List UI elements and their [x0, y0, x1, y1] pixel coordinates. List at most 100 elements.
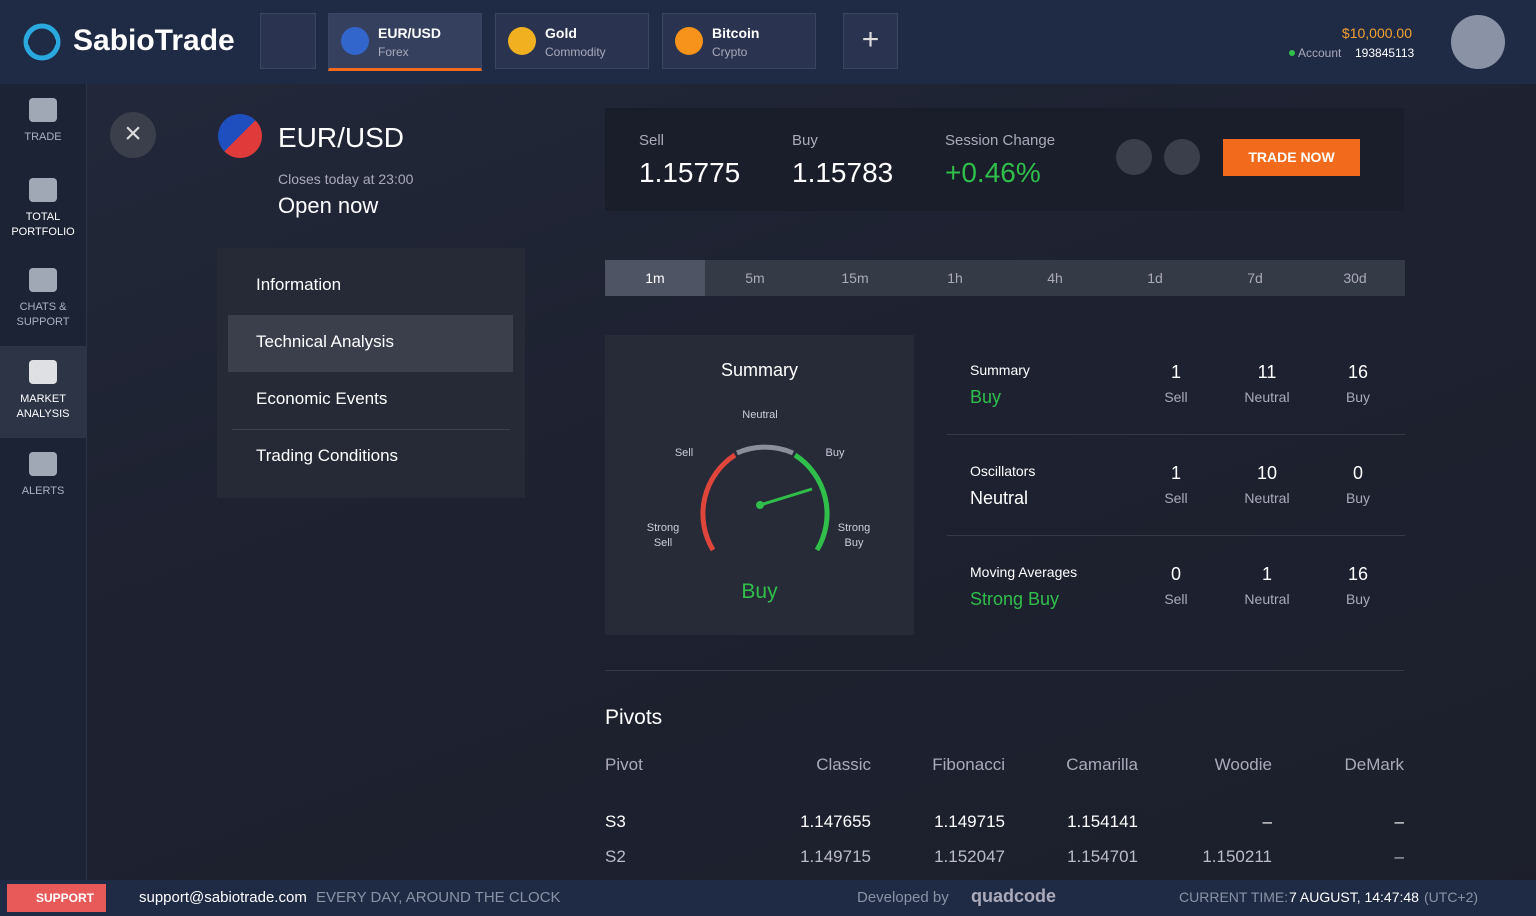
tab-subtitle: Crypto: [712, 45, 748, 59]
timeframe[interactable]: 1h: [947, 270, 963, 286]
menu-item[interactable]: Technical Analysis: [256, 332, 394, 351]
pivot-cell: 1.154141: [1067, 812, 1138, 831]
closes-text: Closes today at 23:00: [278, 171, 414, 187]
count-value: 10: [1256, 463, 1278, 483]
pivot-header: Pivot: [605, 755, 643, 774]
asset-name: EUR/USD: [278, 122, 405, 153]
count-label: Buy: [1345, 591, 1371, 607]
gauge-title: Summary: [720, 360, 798, 380]
quote-value: 1.15775: [639, 157, 741, 188]
sidebar-label: CHATS & SUPPORT: [16, 301, 70, 328]
add-tab[interactable]: +: [843, 13, 898, 69]
pivot-cell: S2: [605, 847, 626, 866]
count-value: 16: [1347, 362, 1369, 382]
time-label: CURRENT TIME:: [1179, 889, 1289, 905]
account-label: Account: [1298, 46, 1342, 60]
developed-by: Developed by: [857, 889, 949, 906]
timeframe[interactable]: 15m: [841, 270, 869, 286]
sidebar-label: ALERTS: [21, 485, 65, 497]
menu-selected: [228, 315, 513, 372]
count-value: 1: [1170, 463, 1181, 483]
gauge-label: Buy: [825, 447, 845, 459]
pivot-cell: 1.154701: [1067, 847, 1138, 866]
logo-icon: [23, 23, 61, 61]
count-label: Neutral: [1244, 389, 1290, 405]
row-name: Summary: [970, 362, 1030, 378]
pivot-cell: 1.149715: [934, 812, 1005, 831]
gauge-label: Strong Buy: [837, 522, 871, 549]
divider: [232, 429, 510, 430]
sidebar-item[interactable]: [0, 84, 86, 164]
trade-now-button[interactable]: TRADE NOW: [1223, 139, 1360, 176]
sidebar-label: MARKET ANALYSIS: [16, 393, 70, 420]
status-dot: [1289, 50, 1295, 56]
tab-icon: [341, 27, 369, 55]
tab-subtitle: Forex: [378, 45, 409, 59]
timeframe[interactable]: 7d: [1247, 270, 1263, 286]
developer-brand: quadcode: [971, 886, 1057, 906]
tab-icon: [675, 27, 703, 55]
close-button[interactable]: ×: [110, 112, 156, 158]
pivots-title: Pivots: [605, 706, 663, 729]
gauge-result: Buy: [741, 580, 778, 603]
row-verdict: Buy: [970, 387, 1002, 407]
tab-title: Gold: [545, 25, 577, 41]
quote-label: Buy: [792, 132, 818, 149]
gauge: [700, 444, 830, 552]
timeframe[interactable]: 30d: [1343, 270, 1367, 286]
avatar[interactable]: [1451, 15, 1505, 69]
asset-status: Open now: [278, 193, 379, 218]
grid-button[interactable]: [260, 13, 316, 69]
timeframe[interactable]: 5m: [745, 270, 765, 286]
alert-button[interactable]: [1116, 139, 1152, 175]
sidebar-label: TOTAL PORTFOLIO: [11, 211, 75, 238]
count-label: Neutral: [1244, 591, 1290, 607]
quote-value: 1.15783: [792, 157, 894, 188]
pivot-cell: –: [1394, 812, 1404, 831]
sidebar-icon: [29, 452, 57, 476]
pivot-cell: 1.150211: [1202, 847, 1272, 866]
menu-item[interactable]: Trading Conditions: [256, 446, 399, 465]
pivot-header: Woodie: [1214, 755, 1272, 774]
sidebar-icon: [29, 268, 57, 292]
sidebar-icon: [29, 178, 57, 202]
tab-title: EUR/USD: [378, 25, 442, 41]
pivot-cell: S3: [605, 812, 626, 831]
support-button[interactable]: SUPPORT: [7, 884, 106, 912]
current-time: 7 AUGUST, 14:47:48: [1289, 889, 1419, 905]
pivot-cell: –: [1262, 812, 1272, 831]
tab-icon: [508, 27, 536, 55]
support-email[interactable]: support@sabiotrade.com: [139, 889, 307, 906]
count-label: Sell: [1164, 490, 1188, 506]
count-label: Sell: [1164, 591, 1188, 607]
quote-label: Session Change: [945, 132, 1056, 149]
timeframe[interactable]: 1m: [605, 260, 705, 296]
sidebar-icon: [29, 98, 57, 122]
quote-value: +0.46%: [945, 157, 1041, 188]
menu-item[interactable]: Economic Events: [256, 389, 388, 408]
sidebar-item[interactable]: [0, 438, 86, 518]
count-label: Neutral: [1244, 490, 1290, 506]
gauge-label: Neutral: [742, 409, 778, 421]
row-verdict: Strong Buy: [970, 589, 1060, 609]
divider: [947, 434, 1405, 435]
timeframe-bar: [605, 260, 1405, 296]
gauge-label: Strong Sell: [646, 522, 680, 549]
timeframe[interactable]: 1d: [1147, 270, 1163, 286]
pivot-header: Fibonacci: [932, 755, 1005, 774]
footer-bar: [0, 880, 1536, 916]
count-label: Buy: [1345, 490, 1371, 506]
pivot-header: Camarilla: [1066, 755, 1138, 774]
count-value: 1: [1261, 564, 1272, 584]
pivot-cell: 1.152047: [934, 847, 1005, 866]
balance[interactable]: $10,000.00: [1341, 25, 1412, 41]
menu-item[interactable]: Information: [256, 275, 342, 294]
row-verdict: Neutral: [970, 488, 1029, 508]
timeframe[interactable]: 4h: [1047, 270, 1063, 286]
favorite-button[interactable]: [1164, 139, 1200, 175]
asset-flag: [218, 114, 262, 158]
tab-title: Bitcoin: [712, 25, 760, 41]
count-label: Buy: [1345, 389, 1371, 405]
support-hours: EVERY DAY, AROUND THE CLOCK: [316, 889, 561, 906]
